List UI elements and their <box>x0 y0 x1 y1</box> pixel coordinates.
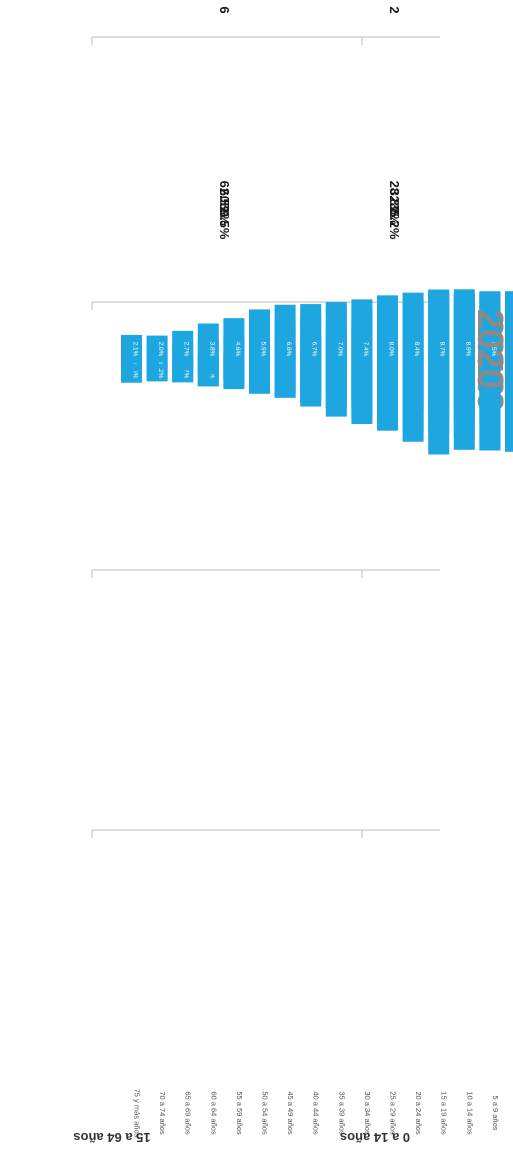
age-group-label: 45 a 49 años <box>286 1091 295 1135</box>
bar <box>172 330 194 368</box>
age-group-label: 10 a 14 años <box>465 1091 474 1135</box>
bar <box>274 304 296 394</box>
bar <box>300 304 322 394</box>
top-fragment: 2 <box>387 6 402 13</box>
age-group-label: 65 a 69 años <box>184 1091 193 1135</box>
bar-value-label: 8.7% <box>439 342 446 357</box>
bar <box>479 291 501 407</box>
bar-value-label: 8.4% <box>413 342 420 357</box>
age-group-label: 40 a 44 años <box>312 1091 321 1135</box>
bar-value-label: 8.0% <box>388 342 395 357</box>
bar <box>351 299 373 399</box>
bar-value-label: 1.2% <box>157 364 164 379</box>
bar-value-label: 7.4% <box>362 342 369 357</box>
share-15-64-label: 62.5% <box>217 181 232 218</box>
age-group-label: 35 a 39 años <box>337 1091 346 1135</box>
share-0-14-label: 32.2% <box>387 189 402 226</box>
pyramid-2020: 2.1% 2.0% 2.7% 3.8% 4.6% 5.9% 6.6% 6.7% 7.0% 7.4%… <box>91 36 513 409</box>
bar <box>121 334 142 364</box>
bar <box>223 318 245 380</box>
bar-value-label: 8.9% <box>464 342 471 357</box>
age-group-label: 50 a 54 años <box>261 1091 270 1135</box>
bar-value-label: 1.5% <box>132 364 139 379</box>
bar <box>146 335 168 363</box>
share-15-64-label: 59.5% <box>217 203 232 240</box>
age-group-label: 5 a 9 años <box>491 1095 500 1130</box>
bar-value-label: 4.6% <box>234 342 241 357</box>
bar <box>428 290 450 408</box>
bar-value-label: 6.6% <box>285 342 292 357</box>
bar <box>197 323 219 375</box>
age-group-label: 20 a 24 años <box>414 1091 423 1135</box>
bar-value-label: 2.0% <box>157 342 164 357</box>
share-0-14-label: 28.8% <box>387 181 402 218</box>
share-15-64-label: 60.1% <box>217 189 232 226</box>
age-group-label: 70 a 74 años <box>158 1091 167 1135</box>
top-fragment: 6 <box>217 6 232 13</box>
age-group-label: 55 a 59 años <box>235 1091 244 1135</box>
age-group-label: 60 a 64 años <box>209 1091 218 1135</box>
bar <box>453 289 475 409</box>
bar-value-label: 3.8% <box>208 342 215 357</box>
bar-value-label: 1.7% <box>183 364 190 379</box>
bar-value-label: 2.1% <box>132 342 139 357</box>
share-0-14-label: 35.2% <box>387 203 402 240</box>
bar <box>249 309 270 389</box>
age-group-label: 75 y más años <box>133 1089 142 1138</box>
bar <box>402 292 424 406</box>
year-label: 2020 <box>470 309 511 389</box>
age-group-label: 30 a 34 años <box>363 1091 372 1135</box>
bar-value-label: 2.7% <box>183 342 190 357</box>
bar-value-label: 8.5% <box>490 342 497 357</box>
age-group-label: 25 a 29 años <box>389 1091 398 1135</box>
group-label-15-64: 15 a 64 años <box>73 1130 150 1145</box>
age-group-label: 15 a 19 años <box>440 1091 449 1135</box>
bar <box>505 296 513 402</box>
bar <box>325 302 347 396</box>
group-label-0-14: 0 a 14 años <box>340 1130 410 1145</box>
bar-value-label: 5.9% <box>260 342 267 357</box>
bar <box>377 295 398 403</box>
bar-value-label: 6.7% <box>311 342 318 357</box>
bar-value-label: 7.0% <box>336 342 343 357</box>
